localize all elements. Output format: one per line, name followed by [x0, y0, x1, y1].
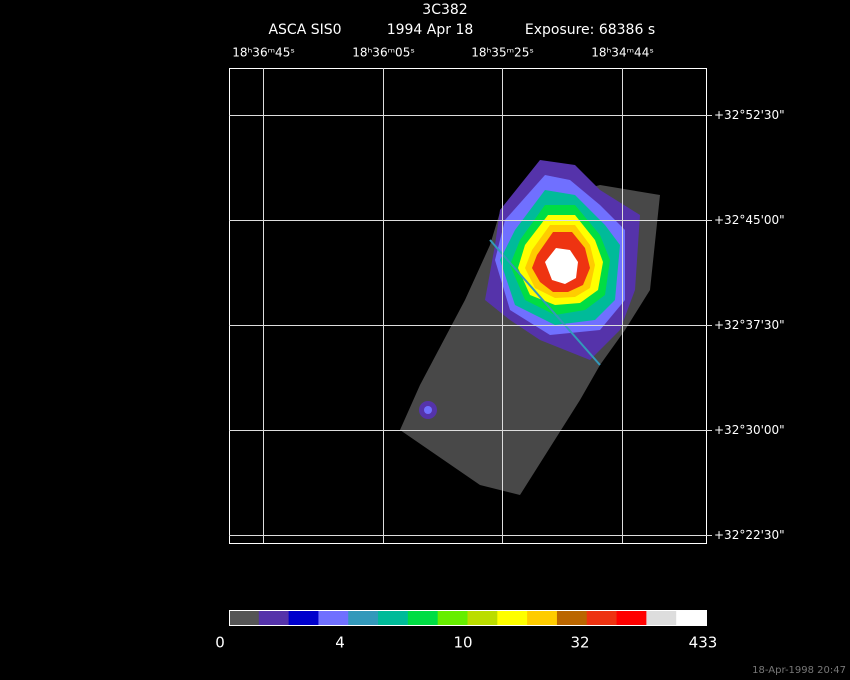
colorbar-swatch [437, 611, 468, 625]
colorbar-swatch [407, 611, 439, 625]
colorbar-swatch [616, 611, 647, 625]
colorbar-swatch [288, 611, 319, 625]
plot-frame [229, 68, 707, 544]
dec-label: +32°30'00" [714, 423, 785, 437]
colorbar-swatch [229, 611, 260, 625]
ra-label: 18ʰ36ᵐ45ˢ [232, 46, 295, 60]
coordinate-grid: 18ʰ36ᵐ45ˢ 18ʰ36ᵐ05ˢ 18ʰ35ᵐ25ˢ 18ʰ34ᵐ44ˢ +32°… [229, 46, 785, 543]
colorbar-swatch [467, 611, 498, 625]
colorbar-label: 0 [215, 634, 225, 652]
ra-label: 18ʰ35ᵐ25ˢ [471, 46, 534, 60]
colorbar-label: 10 [453, 634, 472, 652]
instrument: ASCA SIS0 [268, 22, 341, 38]
title: 3C382 [422, 2, 467, 18]
colorbar-swatch [348, 611, 379, 625]
colorbar-label: 32 [570, 634, 589, 652]
colorbar-swatch [646, 611, 677, 625]
colorbar-label: 433 [689, 634, 718, 652]
colorbar-swatch [556, 611, 588, 625]
exposure: Exposure: 68386 s [525, 22, 655, 38]
colorbar-swatch [527, 611, 558, 625]
colorbar-swatch [497, 611, 528, 625]
colorbar-swatch [676, 611, 707, 625]
colorbar-swatch [318, 611, 349, 625]
colorbar-swatch [378, 611, 409, 625]
date: 1994 Apr 18 [387, 22, 474, 38]
dec-label: +32°52'30" [714, 108, 785, 122]
colorbar-frame [229, 610, 707, 626]
dec-label: +32°45'00" [714, 213, 785, 227]
colorbar-label: 4 [335, 634, 345, 652]
dec-label: +32°37'30" [714, 318, 785, 332]
colorbar-swatch [258, 611, 290, 625]
ra-label: 18ʰ36ᵐ05ˢ [352, 46, 415, 60]
dec-label: +32°22'30" [714, 528, 785, 542]
timestamp: 18-Apr-1998 20:47 [752, 665, 846, 676]
colorbar: 0 4 10 32 433 [215, 610, 718, 652]
ra-label: 18ʰ34ᵐ44ˢ [591, 46, 654, 60]
xray-image [400, 160, 660, 495]
colorbar-swatch [586, 611, 618, 625]
